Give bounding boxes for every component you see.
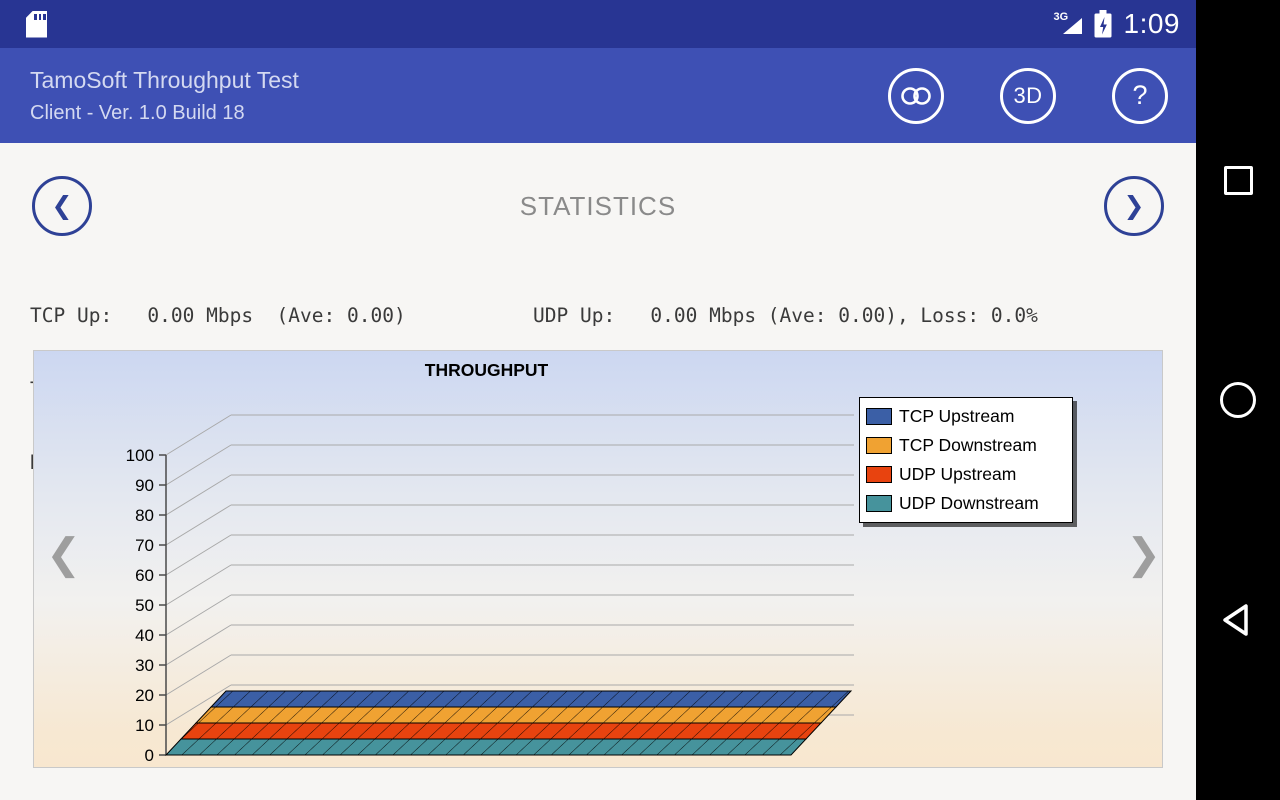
svg-text:10: 10 (135, 716, 154, 735)
svg-text:40: 40 (135, 626, 154, 645)
legend-label: TCP Upstream (899, 406, 1015, 426)
home-button[interactable] (1196, 364, 1280, 436)
sd-card-icon (26, 10, 47, 38)
home-circle-icon (1220, 382, 1256, 418)
legend-label: UDP Upstream (899, 464, 1017, 484)
throughput-chart: 0 10 20 30 40 50 60 70 80 90 100 THROUGHPUT TCP Up… (33, 350, 1163, 768)
connect-button[interactable] (888, 67, 944, 124)
legend-swatch (866, 495, 892, 512)
svg-text:70: 70 (135, 536, 154, 555)
chevron-left-icon: ❮ (51, 191, 73, 220)
app-bar-titles: TamoSoft Throughput Test Client - Ver. 1… (30, 66, 299, 126)
recents-square-icon (1223, 165, 1253, 195)
chart-scroll-right-chevron[interactable]: ❯ (1126, 530, 1162, 577)
sd-card-slot (38, 13, 41, 20)
next-page-button[interactable]: ❯ (1104, 176, 1164, 236)
svg-text:90: 90 (135, 476, 154, 495)
svg-text:80: 80 (135, 506, 154, 525)
recents-button[interactable] (1196, 144, 1280, 216)
status-bar: 3G 1:09 (0, 0, 1196, 48)
signal-triangle-icon (1062, 18, 1082, 34)
svg-text:100: 100 (126, 446, 154, 465)
sd-card-slot (34, 13, 37, 20)
sd-card-slot (43, 13, 46, 20)
chart-scroll-left-chevron[interactable]: ❮ (46, 530, 82, 577)
legend-label: UDP Downstream (899, 493, 1039, 513)
link-icon (901, 86, 931, 105)
help-label: ? (1132, 80, 1148, 110)
svg-text:30: 30 (135, 656, 154, 675)
legend-swatch (866, 408, 892, 425)
prev-page-button[interactable]: ❮ (32, 176, 92, 236)
page-title: STATISTICS (519, 191, 677, 221)
chart-title: THROUGHPUT (424, 360, 549, 380)
app-subtitle: Client - Ver. 1.0 Build 18 (30, 101, 245, 124)
app-bar-actions: 3D ? (888, 67, 1168, 124)
chart-plot: 0 10 20 30 40 50 60 70 80 90 100 (126, 414, 854, 765)
svg-text:20: 20 (135, 686, 154, 705)
legend-item: UDP Downstream (866, 489, 1066, 518)
tcp-up-stat: TCP Up: 0.00 Mbps (Ave: 0.00) (30, 304, 406, 327)
legend-item: UDP Upstream (866, 460, 1066, 489)
legend-swatch (866, 466, 892, 483)
svg-text:60: 60 (135, 566, 154, 585)
android-nav-bar (1196, 0, 1280, 800)
legend-swatch (866, 437, 892, 454)
chevron-right-icon: ❯ (1123, 191, 1145, 220)
app-bar: TamoSoft Throughput Test Client - Ver. 1… (0, 48, 1196, 143)
app-title: TamoSoft Throughput Test (30, 66, 299, 93)
main-content: ❮ STATISTICS ❯ TCP Up: 0.00 Mbps (Ave: 0… (0, 143, 1196, 800)
help-button[interactable]: ? (1112, 67, 1168, 124)
3d-view-button[interactable]: 3D (1000, 67, 1056, 124)
back-triangle-icon (1223, 604, 1248, 636)
cellular-signal-icon: 3G (1054, 11, 1082, 36)
svg-text:0: 0 (145, 746, 154, 765)
udp-up-stat: UDP Up: 0.00 Mbps (Ave: 0.00), Loss: 0.0… (533, 304, 1038, 327)
battery-charging-icon (1094, 10, 1111, 38)
clock: 1:09 (1123, 8, 1180, 39)
legend-item: TCP Downstream (866, 431, 1066, 460)
legend-item: TCP Upstream (866, 402, 1066, 431)
legend-label: TCP Downstream (899, 435, 1037, 455)
back-button[interactable] (1196, 584, 1280, 656)
3d-view-label: 3D (1013, 82, 1043, 108)
chart-legend: TCP Upstream TCP Downstream UDP Upstream UD… (859, 397, 1073, 523)
svg-text:50: 50 (135, 596, 154, 615)
